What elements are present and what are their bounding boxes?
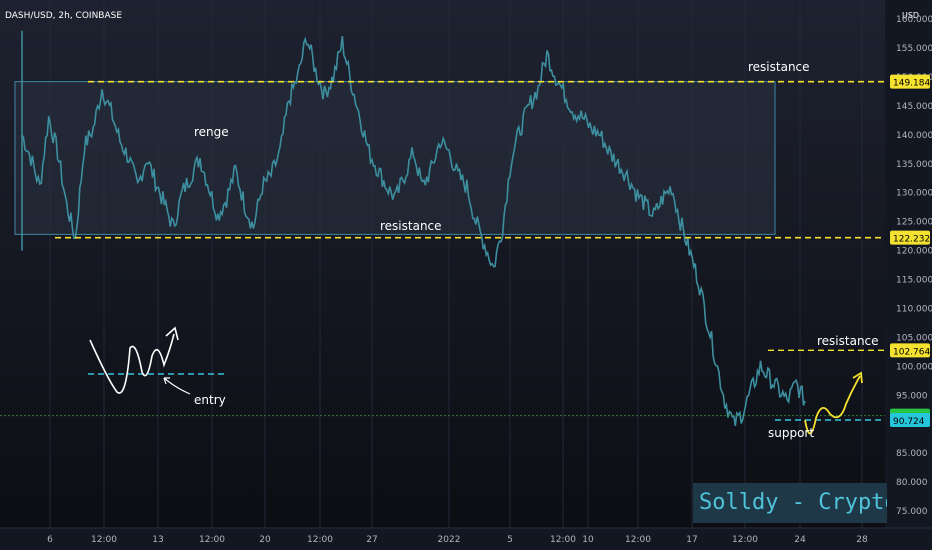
price-tick-label: 80.000 <box>896 478 928 488</box>
time-tick-label: 28 <box>856 535 868 545</box>
support-label: support <box>768 426 814 440</box>
price-series-line <box>21 36 806 427</box>
price-tick-label: 125.000 <box>896 218 932 228</box>
price-tag <box>890 412 930 427</box>
time-tick-label: 12:00 <box>307 535 333 545</box>
time-tick-label: 13 <box>152 535 163 545</box>
price-tag <box>890 74 930 89</box>
entry-arrow-head <box>165 326 179 341</box>
projected-path <box>804 375 861 435</box>
time-axis <box>0 528 932 550</box>
resistance-label-top: resistance <box>748 60 810 74</box>
time-tick-label: 12:00 <box>550 535 576 545</box>
time-tick-label: 27 <box>366 535 377 545</box>
price-tick-label: 120.000 <box>896 247 932 257</box>
time-tick-label: 24 <box>794 535 806 545</box>
entry-pattern-sketch <box>89 333 175 394</box>
price-tick-label: 75.000 <box>896 507 928 517</box>
price-tag <box>890 230 930 245</box>
watermark-banner: Solldy - Crypto for U <box>693 483 887 523</box>
price-tag-label: 102.764 <box>893 347 930 357</box>
price-tick-label: 115.000 <box>896 276 932 286</box>
time-tick-label: 2022 <box>438 535 461 545</box>
time-tick-label: 12:00 <box>732 535 758 545</box>
price-tick-label: 160.000 <box>896 15 932 25</box>
price-tick-label: 135.000 <box>896 160 932 170</box>
time-tick-label: 12:00 <box>199 535 225 545</box>
symbol-title: DASH/USD, 2h, COINBASE <box>5 11 122 21</box>
price-tick-label: 145.000 <box>896 102 932 112</box>
time-tick-label: 5 <box>507 535 513 545</box>
time-tick-label: 20 <box>259 535 271 545</box>
price-tick-label: 85.000 <box>896 449 928 459</box>
price-tick-label: 155.000 <box>896 44 932 54</box>
range-box <box>14 81 776 235</box>
price-tick-label: 105.000 <box>896 333 932 343</box>
price-tag <box>890 343 930 358</box>
resistance-label-mid: resistance <box>380 219 442 233</box>
entry-pointer-head <box>163 377 170 385</box>
price-tag-label: 122.232 <box>893 235 930 245</box>
price-tick-label: 140.000 <box>896 131 932 141</box>
time-tick-label: 17 <box>686 535 697 545</box>
price-tick-label: 130.000 <box>896 189 932 199</box>
time-tick-label: 12:00 <box>625 535 651 545</box>
price-tag-label: 90.724 <box>893 417 925 427</box>
entry-label: entry <box>194 393 226 407</box>
resistance-label-low: resistance <box>817 334 879 348</box>
price-tick-label: 95.000 <box>896 391 928 401</box>
price-tick-label: 110.000 <box>896 304 932 314</box>
currency-label: USD <box>902 11 919 20</box>
projected-arrow-head <box>852 371 863 384</box>
entry-pointer <box>163 377 191 395</box>
time-tick-label: 10 <box>582 535 594 545</box>
time-tick-label: 6 <box>47 535 53 545</box>
price-tick-label: 100.000 <box>896 362 932 372</box>
range-label: renge <box>194 125 229 139</box>
time-tick-label: 12:00 <box>91 535 117 545</box>
price-tag-label: 149.184 <box>893 79 930 89</box>
